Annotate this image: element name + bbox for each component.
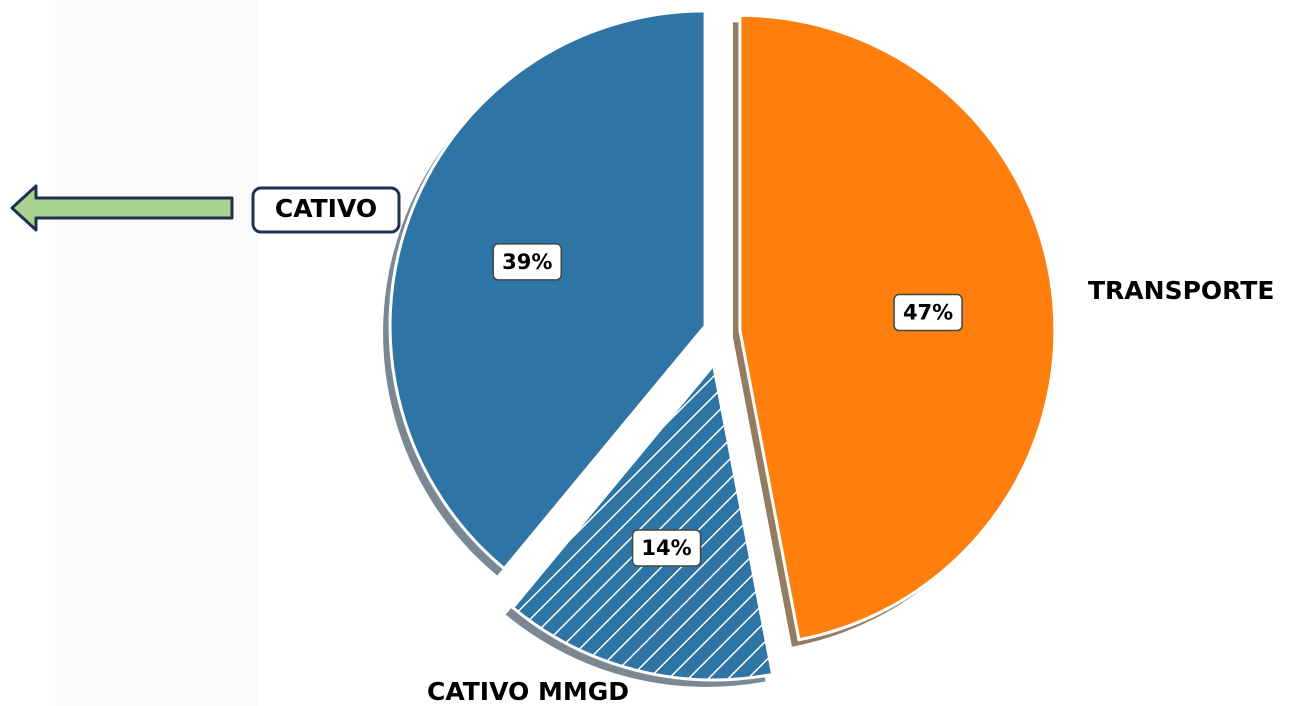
- value-label: 39%: [502, 250, 552, 274]
- category-label: TRANSPORTE: [1088, 276, 1274, 305]
- category-label: CATIVO MMGD: [427, 677, 629, 706]
- category-label: CATIVO: [275, 194, 377, 223]
- value-label-box: [893, 293, 963, 332]
- slice: [388, 9, 707, 571]
- slice: [510, 361, 775, 682]
- value-label: 14%: [641, 536, 691, 560]
- arrow: [10, 184, 234, 232]
- pie: [383, 9, 1057, 687]
- backdrop: [55, 0, 258, 706]
- label-box: [251, 186, 401, 234]
- value-label: 47%: [903, 301, 953, 325]
- value-label-box: [492, 243, 562, 281]
- value-label-box: [631, 529, 702, 567]
